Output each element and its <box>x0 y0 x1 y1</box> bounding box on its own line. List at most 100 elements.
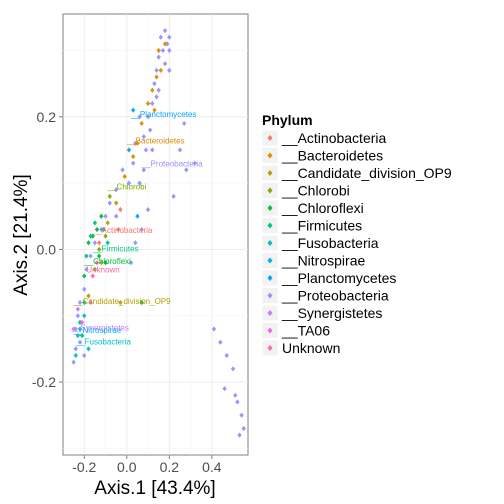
data-point <box>84 266 89 272</box>
data-point <box>135 213 140 219</box>
x-tick-label: -0.2 <box>72 459 96 475</box>
x-axis-title: Axis.1 [43.4%] <box>94 478 215 499</box>
data-point <box>86 346 91 352</box>
legend-label: __Proteobacteria <box>281 288 389 304</box>
legend-label: Unknown <box>282 340 340 356</box>
data-point <box>113 200 119 206</box>
data-point <box>75 313 81 319</box>
data-point <box>192 160 198 166</box>
data-point <box>167 34 172 40</box>
data-point <box>118 299 123 306</box>
data-point <box>150 147 155 153</box>
legend-item: __Synergistetes <box>261 304 382 322</box>
phylum-annotation: __Nitrospirae <box>73 326 122 335</box>
data-point <box>224 352 229 359</box>
data-point <box>182 120 187 127</box>
data-point <box>73 352 78 359</box>
data-point <box>143 147 149 153</box>
data-point <box>156 47 161 54</box>
phylum-annotation: __Fusobacteria <box>75 337 132 346</box>
legend-item: __Chloroflexi <box>261 199 364 217</box>
data-point <box>137 180 142 186</box>
data-point <box>73 346 78 352</box>
legend-item: __Planctomycetes <box>261 269 396 287</box>
series-fusobacteria <box>73 333 91 359</box>
data-point <box>239 412 244 418</box>
legend-item: __Bacteroidetes <box>261 147 383 164</box>
phylum-annotation: __Bacteroidetes <box>126 136 185 145</box>
data-point <box>158 67 164 73</box>
legend-label: __Fusobacteria <box>281 235 379 251</box>
data-point <box>167 47 172 54</box>
data-point <box>222 386 227 392</box>
x-tick-label: 0.4 <box>202 459 222 475</box>
legend-key-marker <box>267 205 273 211</box>
data-point <box>96 253 102 259</box>
legend-key-marker <box>267 310 273 316</box>
data-point <box>94 260 100 266</box>
data-point <box>133 240 138 246</box>
data-point <box>71 359 76 365</box>
legend-key-marker <box>267 152 273 159</box>
phylum-annotation: __Candidate_division_OP9 <box>73 297 172 306</box>
data-point <box>103 233 108 239</box>
series-unknown <box>90 260 100 279</box>
data-point <box>82 286 87 292</box>
y-tick-label: -0.2 <box>32 374 56 390</box>
data-point <box>82 299 87 306</box>
legend-label: __TA06 <box>281 323 330 339</box>
data-point <box>84 253 89 259</box>
data-point <box>130 153 136 160</box>
data-point <box>75 306 81 312</box>
data-point <box>77 339 83 345</box>
data-point <box>152 81 157 87</box>
data-point <box>86 240 91 246</box>
data-point <box>150 87 155 93</box>
data-point <box>96 246 102 253</box>
y-tick-label: 0.2 <box>37 109 57 125</box>
legend-items: __Actinobacteria __Bacteroidetes__Candida… <box>261 129 452 357</box>
legend-item: __Candidate_division_OP9 <box>261 164 452 182</box>
data-point <box>103 260 108 266</box>
data-point <box>154 94 159 100</box>
data-point <box>92 240 98 246</box>
legend-label: __Chloroflexi <box>281 200 364 216</box>
legend-label: __Candidate_division_OP9 <box>281 165 452 181</box>
data-point <box>113 187 119 193</box>
legend-label: __Nitrospirae <box>281 253 365 269</box>
data-point <box>122 173 127 180</box>
data-point <box>145 114 151 120</box>
legend-item: Unknown <box>261 339 340 357</box>
data-point <box>82 352 87 359</box>
series-synergistetes <box>71 306 81 332</box>
phylum-annotation: __Proteobacteria <box>141 160 203 169</box>
data-point <box>160 47 166 54</box>
data-point <box>88 233 93 239</box>
data-point <box>158 34 164 40</box>
data-point <box>86 293 91 299</box>
series-chloroflexi <box>82 213 144 306</box>
data-point <box>88 253 93 259</box>
data-point <box>154 74 159 80</box>
legend-key-marker <box>267 222 273 229</box>
series-ta06 <box>79 299 93 325</box>
panel-background <box>62 13 249 456</box>
phylum-annotation: Unknown <box>86 266 119 275</box>
data-point <box>105 220 110 226</box>
data-point <box>139 120 144 127</box>
data-point <box>154 67 159 73</box>
legend-key-marker <box>267 345 273 351</box>
series-chlorobi <box>92 193 112 272</box>
legend-key-marker <box>267 240 273 246</box>
data-point <box>135 140 140 146</box>
legend-label: __Actinobacteria <box>281 130 387 146</box>
legend-key-marker <box>267 135 273 141</box>
data-point <box>99 213 104 219</box>
plot-panel <box>62 13 249 456</box>
data-point <box>145 100 151 107</box>
data-points <box>71 27 246 438</box>
legend-label: __Planctomycetes <box>281 270 396 286</box>
series-bacteroidetes <box>122 41 168 180</box>
data-point <box>147 127 153 133</box>
legend-label: __Firmicutes <box>281 218 362 234</box>
